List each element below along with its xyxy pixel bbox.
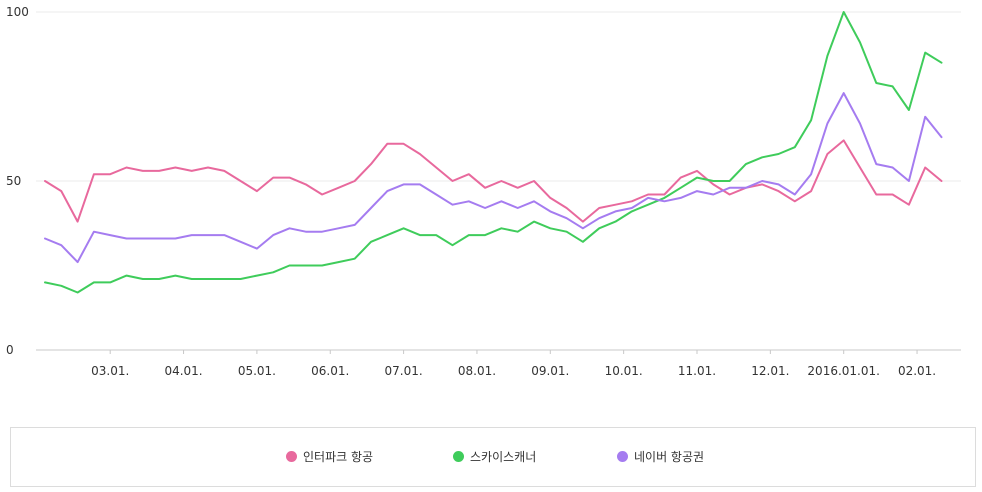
grid-lines [36,11,961,351]
series-line-2[interactable] [44,92,943,264]
x-tick-label: 08.01. [458,364,496,378]
x-axis-ticks: 03.01. 04.01. 05.01. 06.01. 07.01. 08.01. 09.0… [91,350,936,378]
x-tick-label: 02.01. [898,364,936,378]
legend-swatch-naver [617,451,628,462]
legend-item-naver[interactable]: 네이버 항공권 [617,448,704,465]
series-line-1[interactable] [44,11,943,294]
y-axis-ticks: 0 50 100 [6,5,29,357]
legend-label-skyscanner: 스카이스캐너 [470,450,537,464]
x-tick-label: 10.01. [605,364,643,378]
legend-item-interpark[interactable]: 인터파크 항공 [286,448,373,465]
x-tick-label: 11.01. [678,364,716,378]
y-tick-label: 50 [6,174,21,188]
x-tick-label: 05.01. [238,364,276,378]
legend-label-interpark: 인터파크 항공 [303,450,374,464]
x-tick-label: 06.01. [311,364,349,378]
x-tick-label: 07.01. [385,364,423,378]
x-tick-label: 03.01. [91,364,129,378]
x-tick-label: 2016.01.01. [807,364,880,378]
legend-swatch-interpark [286,451,297,462]
line-chart: 0 50 100 03.01. 04.01. 05.01. 06.01. 07.01. 08.… [6,5,961,378]
x-tick-label: 12.01. [751,364,789,378]
legend-swatch-skyscanner [453,451,464,462]
y-tick-label: 100 [6,5,29,19]
legend-label-naver: 네이버 항공권 [634,450,705,464]
x-tick-label: 09.01. [531,364,569,378]
series-lines [44,11,943,294]
chart-legend: 인터파크 항공 스카이스캐너 네이버 항공권 [10,427,976,487]
y-tick-label: 0 [6,343,14,357]
legend-item-skyscanner[interactable]: 스카이스캐너 [453,448,536,465]
series-line-0[interactable] [44,139,943,223]
x-tick-label: 04.01. [164,364,202,378]
